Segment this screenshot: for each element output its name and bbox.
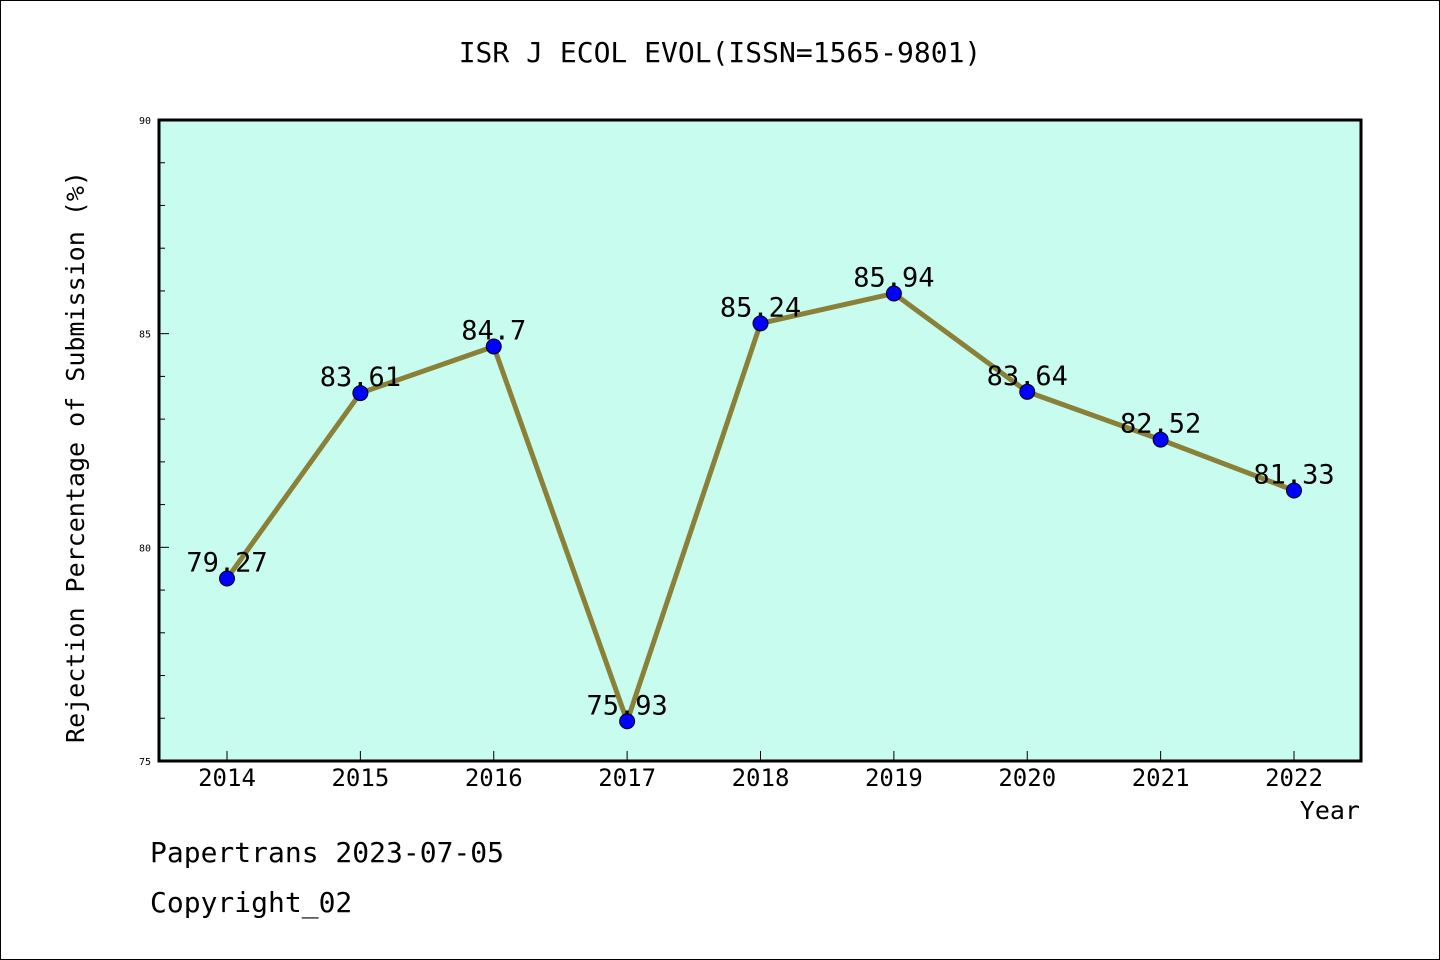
data-label: 81.33 [1253,459,1334,490]
x-tick-label: 2019 [865,764,923,792]
x-tick-label: 2020 [998,764,1056,792]
data-label: 82.52 [1120,409,1201,440]
footer-date: Papertrans 2023-07-05 [150,836,505,869]
data-point [885,285,902,302]
footer-copyright: Copyright_02 [150,886,353,919]
x-tick-label: 2015 [331,764,389,792]
data-label: 79.27 [186,548,267,579]
data-point [219,570,235,587]
x-axis-title: Year [1300,796,1360,825]
data-point [352,385,369,402]
data-label: 85.24 [720,292,801,323]
data-label: 84.7 [461,315,526,346]
x-tick-label: 2022 [1265,764,1323,792]
data-label: 83.61 [320,362,401,393]
data-point [1286,482,1302,499]
y-tick-label: 85 [139,330,151,341]
data-label: 85.94 [853,262,934,293]
x-tick-label: 2021 [1132,764,1190,792]
data-point [1019,383,1036,400]
x-tick-label: 2014 [198,764,256,792]
series-points-group [219,285,1302,730]
y-tick-label: 75 [139,757,151,768]
plot-area [157,118,1363,763]
y-tick-label: 80 [139,543,151,554]
data-point [619,713,636,730]
y-axis-title: Rejection Percentage of Submission (%) [61,171,90,743]
x-tick-label: 2017 [598,764,656,792]
chart-title: ISR J ECOL EVOL(ISSN=1565-9801) [458,36,982,69]
x-tick-label: 2018 [732,764,790,792]
data-point [485,338,502,355]
x-tick-label: 2016 [465,764,523,792]
data-label: 75.93 [586,690,667,721]
y-tick-label: 90 [139,116,151,127]
y-axis: 75 80 85 90 [139,116,169,768]
data-point [1152,431,1169,448]
x-axis: 2014 2015 2016 2017 2018 2019 2020 2021 2022 [198,751,1323,792]
data-label: 83.64 [987,361,1068,392]
data-point [752,315,769,332]
data-labels-group: 79.27 83.61 84.7 75.93 85.24 85.94 83.64 82.52 8… [186,262,1334,721]
